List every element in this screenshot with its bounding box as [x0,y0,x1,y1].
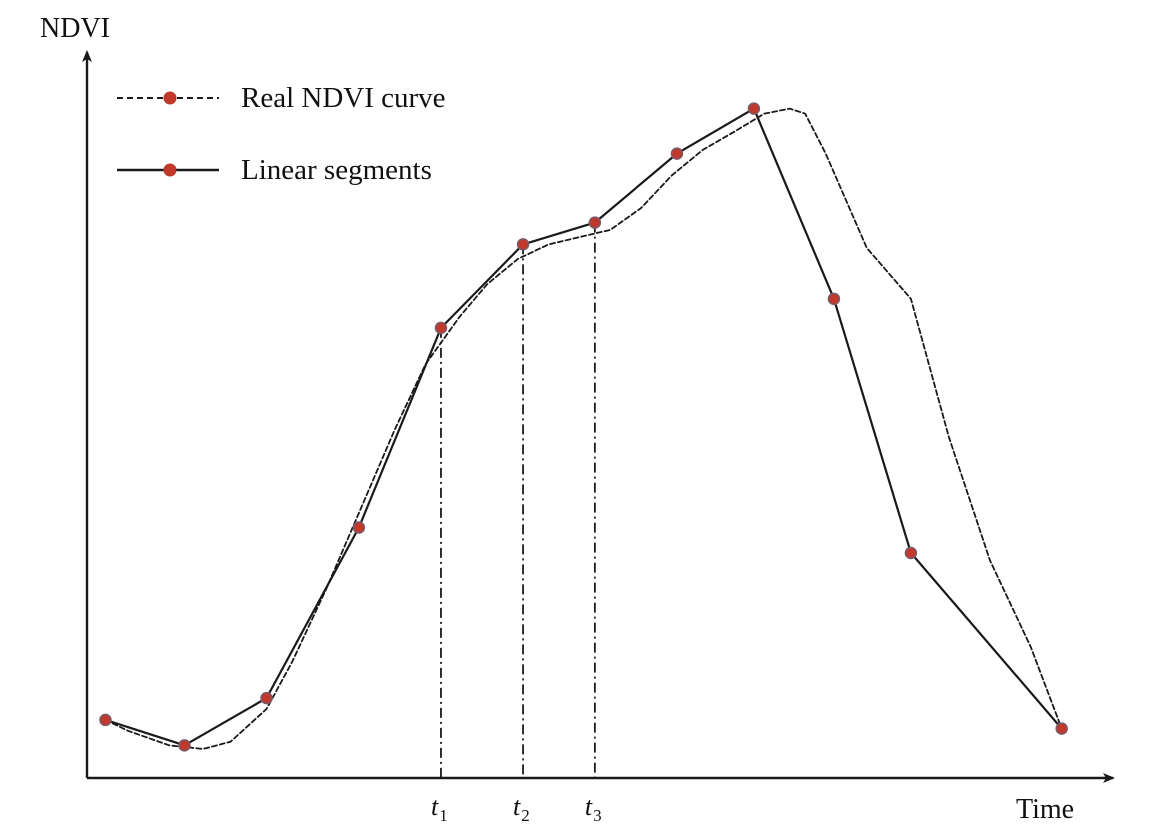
data-point [516,238,530,251]
data-point [434,321,448,335]
data-point [352,521,366,534]
tick-label-t3: t3 [585,792,602,825]
legend-marker [163,91,177,105]
data-point [178,739,191,752]
data-point [827,292,841,306]
series-real-ndvi [104,107,1063,750]
data-point [99,713,112,727]
series-line-real-ndvi [104,107,1063,750]
tick-label-t1: t1 [431,792,448,825]
series-line-linear-segments [104,107,1063,747]
legend-label-real-ndvi: Real NDVI curve [241,82,446,114]
data-point [1055,722,1068,735]
data-point [588,216,602,229]
legend-label-linear-segments: Linear segments [241,154,432,186]
data-point [904,546,918,560]
reference-lines: t1 t2 t3 [431,222,602,825]
series-linear-segments [99,102,1068,752]
legend: Real NDVI curve Linear segments [117,82,446,186]
legend-marker [163,163,177,177]
data-point [260,691,273,705]
tick-label-t2: t2 [513,792,530,825]
y-axis-label: NDVI [40,13,110,44]
data-point [670,147,684,160]
x-axis-label: Time [1016,794,1074,825]
data-point [747,102,761,115]
